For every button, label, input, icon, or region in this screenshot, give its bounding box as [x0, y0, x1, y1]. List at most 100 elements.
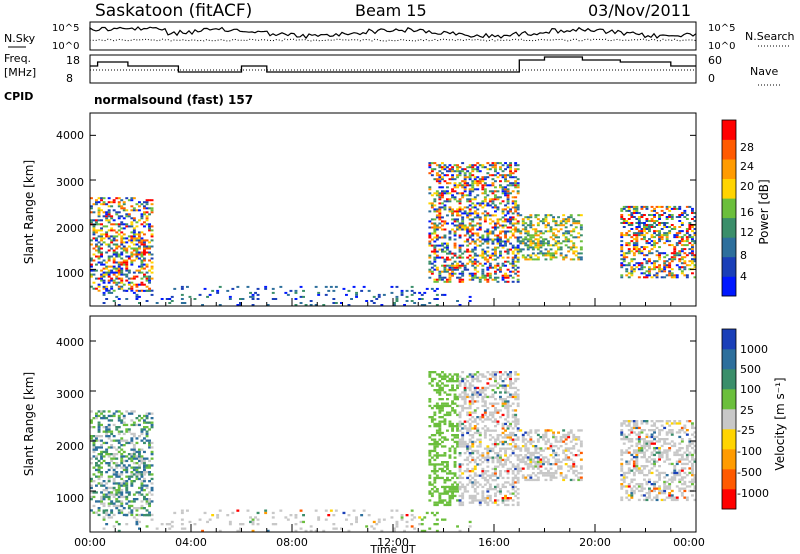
power-cell [284, 291, 288, 294]
power-cell [501, 192, 505, 195]
velocity-cell [549, 454, 553, 457]
velocity-cell [665, 431, 669, 434]
velocity-cell [481, 470, 485, 473]
velocity-cell [665, 496, 669, 499]
velocity-cell [372, 520, 376, 524]
velocity-cell [632, 456, 636, 459]
power-cell [90, 219, 93, 222]
velocity-cell [688, 471, 692, 475]
velocity-cell [476, 456, 480, 459]
velocity-cell [678, 458, 682, 461]
velocity-cell [148, 464, 151, 467]
power-cell [627, 262, 631, 265]
velocity-cell [516, 458, 520, 462]
power-cell [688, 268, 692, 271]
power-cell [691, 212, 694, 214]
power-cell [130, 221, 134, 224]
velocity-cell [483, 404, 487, 408]
power-cell [122, 203, 126, 206]
power-cell [241, 298, 245, 300]
power-cell [557, 242, 560, 245]
power-cell [132, 235, 136, 238]
velocity-cell [481, 467, 485, 471]
power-cell [544, 224, 548, 227]
velocity-cell [430, 511, 434, 515]
power-cell [441, 172, 444, 175]
velocity-cell [486, 488, 490, 491]
velocity-cell [458, 443, 462, 446]
velocity-cell [632, 449, 636, 452]
velocity-cell [501, 440, 505, 444]
velocity-cell [451, 407, 454, 410]
velocity-cell [122, 414, 126, 418]
velocity-cell [504, 404, 507, 408]
power-cell [100, 251, 103, 254]
power-cell [143, 249, 146, 252]
power-cell [453, 190, 457, 193]
velocity-cell [670, 480, 674, 484]
velocity-cell [433, 389, 437, 392]
velocity-cell [446, 413, 449, 417]
power-cell [443, 268, 447, 271]
velocity-cell [494, 465, 497, 468]
velocity-cell [463, 398, 467, 401]
power-cell [143, 247, 146, 250]
velocity-cell [125, 423, 129, 427]
velocity-cell [145, 457, 149, 460]
velocity-cell [481, 391, 485, 394]
velocity-cell [302, 514, 305, 517]
power-cell [135, 237, 139, 240]
velocity-cell [435, 470, 439, 473]
power-cell [660, 236, 664, 239]
power-cell [630, 272, 634, 275]
power-cell [504, 186, 507, 189]
velocity-cell [130, 455, 134, 458]
velocity-cell [668, 447, 672, 450]
velocity-cell [138, 414, 141, 418]
power-cell [504, 174, 507, 177]
velocity-cell [562, 449, 566, 452]
velocity-cell [643, 420, 646, 423]
power-cell [678, 226, 682, 228]
velocity-cell [148, 421, 151, 424]
power-cell [117, 285, 121, 288]
power-cell [486, 242, 490, 245]
velocity-cell [130, 453, 134, 456]
power-cell [637, 230, 641, 233]
power-cell [670, 258, 674, 261]
power-cell [622, 205, 626, 208]
power-cell [663, 252, 667, 255]
velocity-cell [130, 480, 134, 483]
power-cell [509, 218, 512, 221]
power-cell [542, 220, 545, 223]
power-cell [496, 208, 500, 211]
velocity-cell [115, 475, 119, 478]
power-cell [471, 188, 475, 191]
power-cell [478, 216, 482, 219]
power-cell [670, 256, 674, 259]
power-cell [198, 293, 202, 296]
power-cell [453, 186, 457, 189]
power-cell [491, 190, 495, 193]
power-cbar-label: Power [dB] [757, 179, 771, 244]
power-cell [668, 214, 672, 216]
power-cell [438, 198, 442, 201]
power-cell [645, 242, 649, 245]
power-cell [516, 208, 520, 211]
power-cell [433, 204, 437, 207]
power-cell [438, 174, 442, 177]
velocity-cell [463, 389, 467, 392]
power-cell [688, 252, 692, 255]
power-cell [496, 256, 500, 259]
velocity-cell [453, 440, 457, 444]
power-cell [514, 218, 518, 221]
power-cell [438, 196, 442, 199]
velocity-cell [660, 453, 664, 457]
power-cell [567, 240, 571, 243]
velocity-cell [473, 472, 477, 475]
velocity-cell [138, 486, 141, 490]
power-cell [438, 194, 442, 197]
velocity-cell [549, 472, 553, 475]
power-cell [542, 244, 545, 247]
power-cell [120, 253, 124, 256]
